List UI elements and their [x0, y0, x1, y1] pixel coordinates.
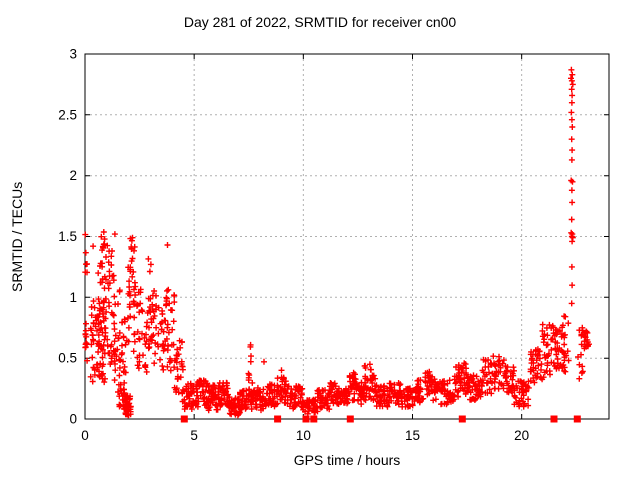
grid-lines	[85, 54, 609, 419]
y-tick-label: 2	[69, 168, 77, 183]
y-tick-label: 0	[69, 412, 77, 427]
x-tick-label: 0	[81, 428, 89, 443]
event-flag-square	[573, 415, 581, 423]
x-tick-label: 5	[190, 428, 198, 443]
y-tick-label: 1.5	[58, 229, 77, 244]
y-tick-label: 2.5	[58, 107, 77, 122]
event-flag-square	[458, 415, 466, 423]
event-flag-square	[274, 415, 282, 423]
x-tick-label: 20	[514, 428, 529, 443]
chart-title: Day 281 of 2022, SRMTID for receiver cn0…	[183, 14, 457, 30]
event-flag-square	[310, 415, 318, 423]
scatter-points	[82, 66, 592, 419]
x-tick-label: 10	[296, 428, 311, 443]
event-flag-square	[550, 415, 558, 423]
event-flag-square	[180, 415, 188, 423]
x-axis-label: GPS time / hours	[293, 452, 401, 468]
y-tick-label: 1	[69, 290, 77, 305]
y-tick-label: 0.5	[58, 351, 77, 366]
x-tick-label: 15	[405, 428, 420, 443]
event-flag-squares	[180, 415, 581, 423]
event-flag-square	[346, 415, 354, 423]
y-tick-label: 3	[69, 47, 77, 62]
event-flag-square	[302, 415, 310, 423]
